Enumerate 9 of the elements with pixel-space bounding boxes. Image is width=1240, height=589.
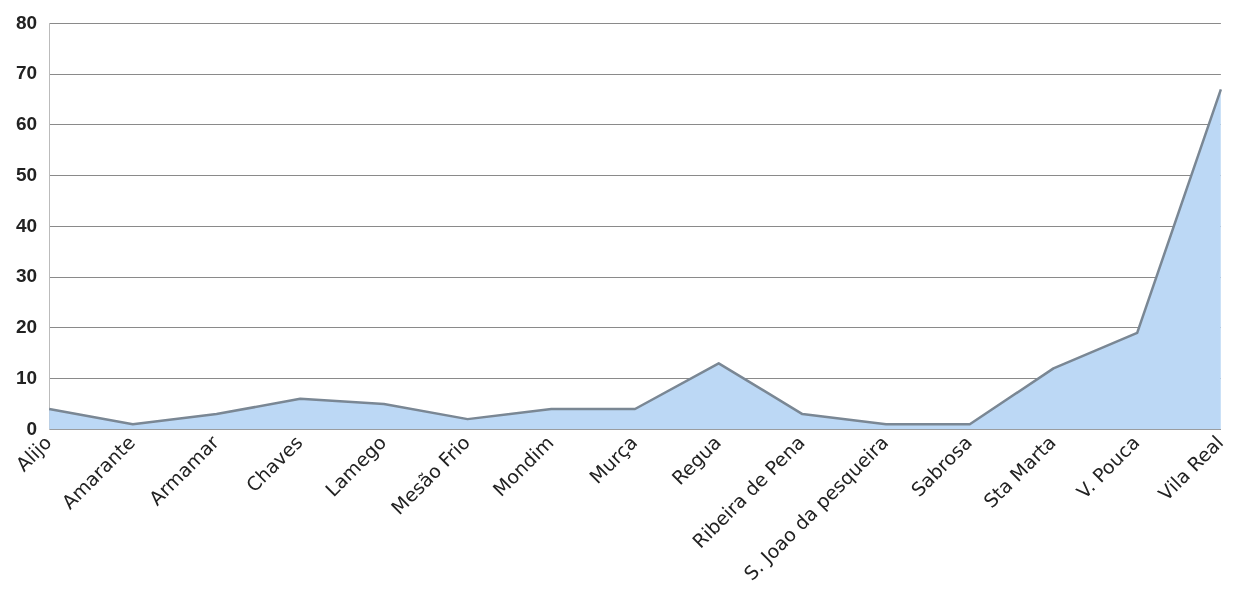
y-tick-label: 40 <box>15 214 38 236</box>
y-tick-label: 80 <box>15 11 38 33</box>
y-tick-label: 20 <box>15 316 38 338</box>
y-tick-label: 0 <box>26 417 38 439</box>
y-tick-label: 60 <box>15 113 38 135</box>
y-tick-label: 50 <box>15 163 38 185</box>
y-tick-label: 10 <box>15 366 38 388</box>
y-tick-label: 70 <box>15 62 38 84</box>
y-tick-label: 30 <box>15 265 38 287</box>
